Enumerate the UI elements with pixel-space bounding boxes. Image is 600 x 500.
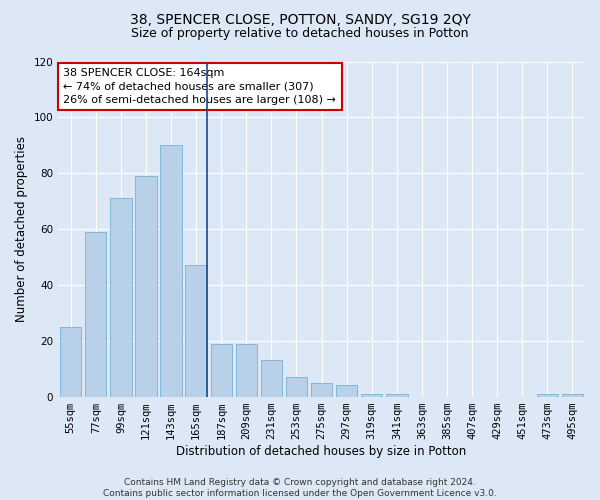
Bar [185, 266, 207, 396]
Text: Size of property relative to detached houses in Potton: Size of property relative to detached ho… [131, 28, 469, 40]
Bar [211, 344, 232, 396]
Bar [386, 394, 407, 396]
Bar [361, 394, 382, 396]
Bar [110, 198, 131, 396]
Bar [336, 386, 358, 396]
Bar [286, 377, 307, 396]
Bar [60, 327, 82, 396]
Text: 38, SPENCER CLOSE, POTTON, SANDY, SG19 2QY: 38, SPENCER CLOSE, POTTON, SANDY, SG19 2… [130, 12, 470, 26]
Bar [136, 176, 157, 396]
Bar [311, 382, 332, 396]
Y-axis label: Number of detached properties: Number of detached properties [15, 136, 28, 322]
Bar [562, 394, 583, 396]
Bar [160, 146, 182, 396]
Text: 38 SPENCER CLOSE: 164sqm
← 74% of detached houses are smaller (307)
26% of semi-: 38 SPENCER CLOSE: 164sqm ← 74% of detach… [64, 68, 337, 104]
Text: Contains HM Land Registry data © Crown copyright and database right 2024.
Contai: Contains HM Land Registry data © Crown c… [103, 478, 497, 498]
X-axis label: Distribution of detached houses by size in Potton: Distribution of detached houses by size … [176, 444, 467, 458]
Bar [537, 394, 558, 396]
Bar [236, 344, 257, 396]
Bar [85, 232, 106, 396]
Bar [261, 360, 282, 396]
